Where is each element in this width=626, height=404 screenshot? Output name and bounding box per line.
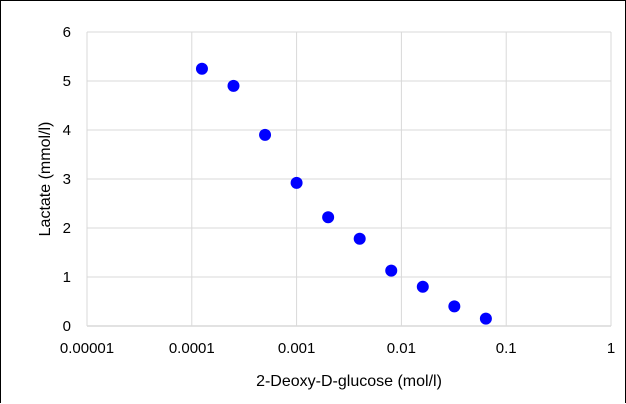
data-point xyxy=(448,300,461,313)
y-tick-label: 2 xyxy=(63,220,71,237)
x-axis-title: 2-Deoxy-D-glucose (mol/l) xyxy=(256,373,442,390)
y-tick-label: 5 xyxy=(63,73,71,90)
x-tick-label: 1 xyxy=(607,340,615,357)
x-tick-label: 0.00001 xyxy=(60,340,114,357)
data-point xyxy=(416,280,429,293)
data-point xyxy=(385,264,398,277)
x-tick-label: 0.001 xyxy=(278,340,316,357)
gridlines xyxy=(86,31,612,326)
data-point xyxy=(322,211,335,224)
y-tick-label: 3 xyxy=(63,171,71,188)
y-tick-label: 4 xyxy=(63,122,71,139)
data-point xyxy=(195,62,208,75)
x-tick-label: 0.01 xyxy=(387,340,416,357)
y-axis-title: Lactate (mmol/l) xyxy=(37,122,54,237)
y-tick-label: 0 xyxy=(63,318,71,335)
y-tick-label: 1 xyxy=(63,269,71,286)
data-point xyxy=(259,128,272,141)
tick-labels: 0 1 2 3 4 5 6 0.00001 0.0001 0.001 0.01 0.1 1 xyxy=(60,24,615,357)
y-tick-label: 6 xyxy=(63,24,71,41)
data-point xyxy=(479,312,492,325)
data-points xyxy=(195,62,492,325)
x-tick-label: 0.1 xyxy=(496,340,517,357)
x-tick-label: 0.0001 xyxy=(169,340,215,357)
data-point xyxy=(353,232,366,245)
data-point xyxy=(227,79,240,92)
data-point xyxy=(290,176,303,189)
